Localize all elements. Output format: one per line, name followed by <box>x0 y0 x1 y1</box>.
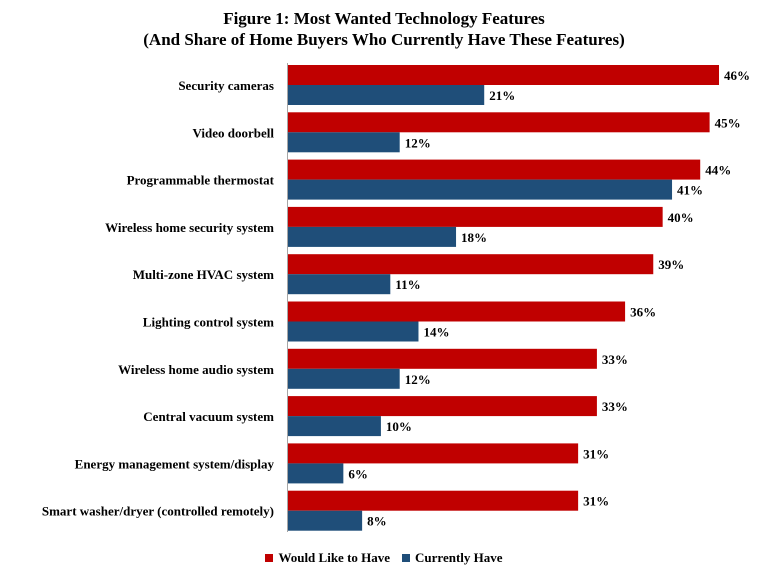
bar-currently-have <box>287 179 673 200</box>
legend-item: Currently Have <box>402 550 503 566</box>
bar-would-like <box>287 443 579 464</box>
data-label: 21% <box>489 88 515 103</box>
legend-swatch <box>265 554 274 562</box>
category-label: Programmable thermostat <box>127 173 275 188</box>
data-label: 44% <box>705 163 731 178</box>
category-label: Lighting control system <box>143 315 274 330</box>
bar-would-like <box>287 348 597 369</box>
data-label: 41% <box>677 183 703 198</box>
bar-would-like <box>287 490 579 511</box>
chart-title: Figure 1: Most Wanted Technology Feature… <box>223 9 545 28</box>
category-label: Energy management system/display <box>75 456 275 471</box>
chart-subtitle: (And Share of Home Buyers Who Currently … <box>143 30 625 49</box>
bar-currently-have <box>287 510 363 531</box>
bar-currently-have <box>287 463 344 484</box>
data-label: 39% <box>658 257 684 272</box>
bar-currently-have <box>287 132 400 153</box>
bar-would-like <box>287 65 719 85</box>
legend-swatch <box>402 554 411 562</box>
data-label: 33% <box>602 399 628 414</box>
bar-would-like <box>287 206 663 227</box>
bar-would-like <box>287 301 626 322</box>
bar-currently-have <box>287 368 400 389</box>
bar-currently-have <box>287 274 391 295</box>
bar-would-like <box>287 396 597 417</box>
data-label: 31% <box>583 494 609 509</box>
data-label: 33% <box>602 352 628 367</box>
data-label: 12% <box>405 372 431 387</box>
bar-would-like <box>287 159 701 180</box>
legend-item: Would Like to Have <box>265 550 390 566</box>
data-label: 36% <box>630 305 656 320</box>
category-label: Multi-zone HVAC system <box>133 267 274 282</box>
bar-currently-have <box>287 416 381 437</box>
data-label: 14% <box>423 325 449 340</box>
chart-title-block: Figure 1: Most Wanted Technology Feature… <box>0 8 768 50</box>
data-label: 10% <box>386 419 412 434</box>
data-label: 12% <box>405 135 431 150</box>
category-label: Wireless home audio system <box>118 362 274 377</box>
chart-legend: Would Like to Have Currently Have <box>0 550 768 566</box>
legend-label: Currently Have <box>415 550 503 565</box>
bar-currently-have <box>287 85 485 105</box>
data-label: 31% <box>583 446 609 461</box>
category-label: Video doorbell <box>193 125 275 140</box>
bar-currently-have <box>287 226 457 247</box>
category-label: Security cameras <box>178 78 274 93</box>
data-label: 6% <box>348 466 368 481</box>
data-label: 40% <box>668 210 694 225</box>
data-label: 11% <box>395 277 420 292</box>
category-label: Smart washer/dryer (controlled remotely) <box>42 504 274 519</box>
category-label: Central vacuum system <box>143 409 274 424</box>
bar-would-like <box>287 112 710 133</box>
category-label: Wireless home security system <box>105 220 274 235</box>
data-label: 8% <box>367 514 387 529</box>
legend-label: Would Like to Have <box>278 550 391 565</box>
bar-would-like <box>287 254 654 275</box>
bar-currently-have <box>287 321 419 342</box>
data-label: 45% <box>715 115 741 130</box>
data-label: 18% <box>461 230 487 245</box>
data-label: 46% <box>724 68 750 83</box>
